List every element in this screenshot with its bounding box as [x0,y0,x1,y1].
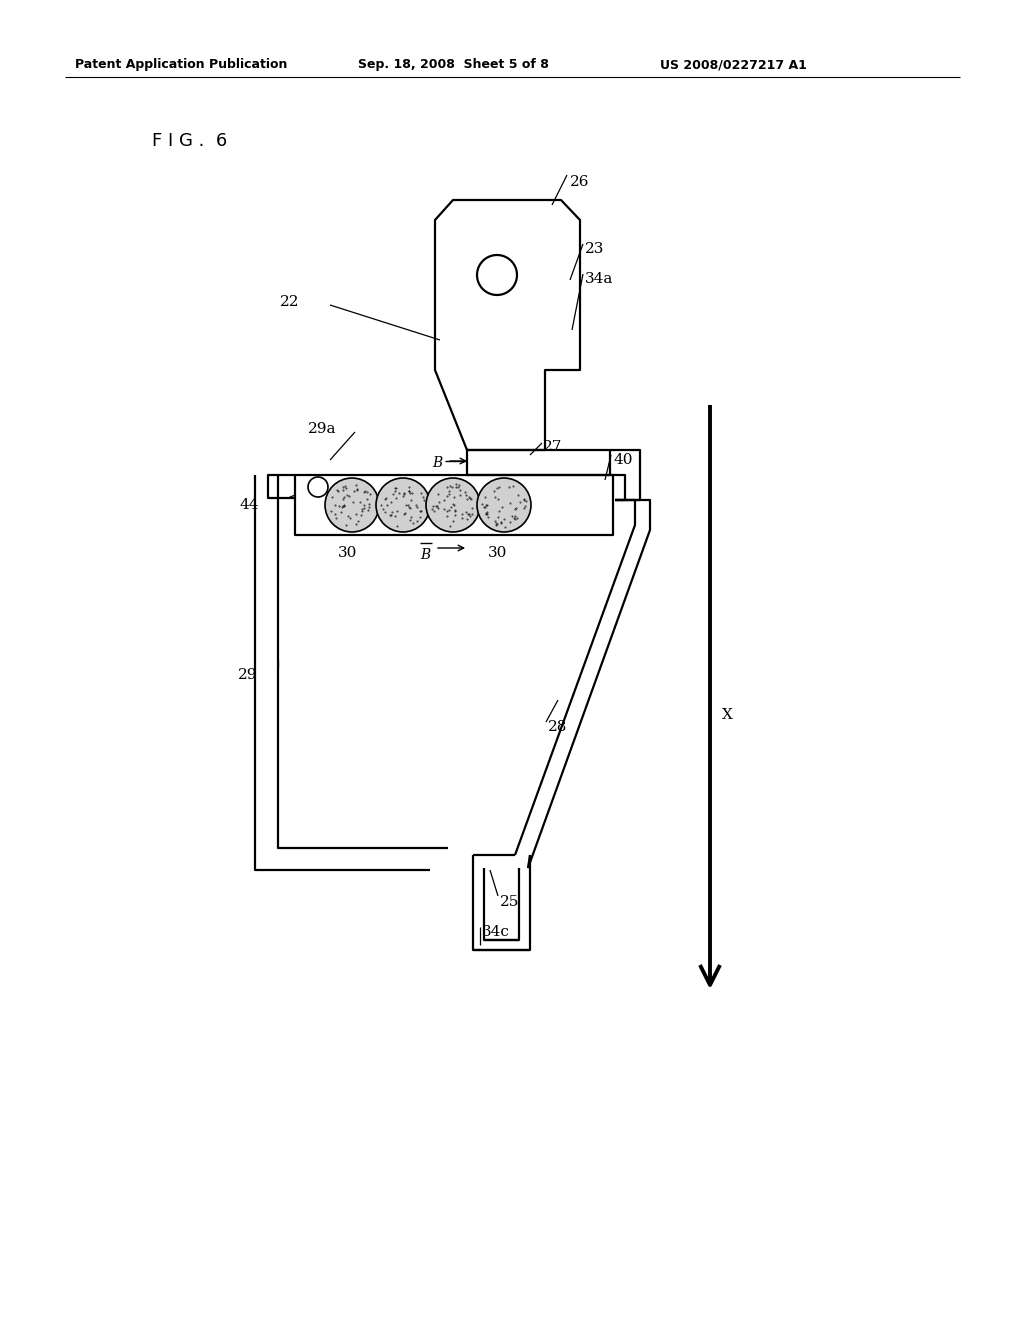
Text: F I G .  6: F I G . 6 [152,132,227,150]
Text: 30: 30 [488,546,507,560]
Circle shape [426,478,480,532]
Text: 27: 27 [543,440,562,454]
Text: 34c: 34c [482,925,510,939]
Text: 25: 25 [500,895,519,909]
Text: 23: 23 [585,242,604,256]
Text: 22: 22 [280,294,299,309]
Circle shape [477,478,531,532]
Text: 29: 29 [238,668,257,682]
Text: B: B [432,455,442,470]
Text: US 2008/0227217 A1: US 2008/0227217 A1 [660,58,807,71]
Text: X: X [722,708,733,722]
Text: 26: 26 [570,176,590,189]
Text: Patent Application Publication: Patent Application Publication [75,58,288,71]
Text: 28: 28 [548,719,567,734]
Text: 29a: 29a [308,422,337,436]
Text: B: B [420,548,430,562]
Circle shape [376,478,430,532]
Text: 44: 44 [240,498,259,512]
Text: 40: 40 [613,453,633,467]
Text: Sep. 18, 2008  Sheet 5 of 8: Sep. 18, 2008 Sheet 5 of 8 [358,58,549,71]
Text: 30: 30 [338,546,357,560]
Text: 34a: 34a [585,272,613,286]
Circle shape [325,478,379,532]
